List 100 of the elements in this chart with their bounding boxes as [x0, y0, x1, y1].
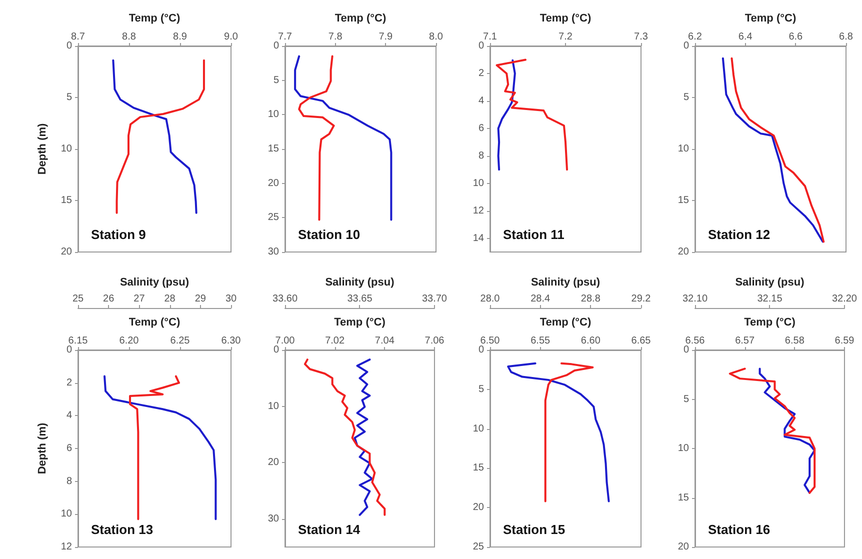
- x-tick-label: 6.20: [119, 336, 140, 346]
- y-axis-title: Depth (m): [36, 422, 48, 474]
- y-tick-label: 20: [268, 457, 280, 468]
- x-tick-label: 7.04: [374, 336, 395, 346]
- line-series: [298, 55, 335, 221]
- x2-tick-label: 32.20: [832, 294, 858, 304]
- x-tick-label: 6.50: [480, 336, 500, 346]
- text: Station 12: [708, 227, 770, 242]
- x2-axis-title: Salinity (psu): [120, 276, 190, 288]
- y-tick-label: 10: [678, 144, 690, 154]
- x-tick-label: 7.8: [328, 32, 343, 42]
- x-tick-label: 7.7: [278, 32, 292, 42]
- y-axis-title: Depth (m): [36, 123, 48, 175]
- x-tick-label: 8.0: [429, 32, 444, 42]
- y-tick-label: 12: [60, 542, 72, 552]
- x2-tick-label: 28.0: [480, 294, 500, 304]
- x2-tick-label: 29: [194, 294, 206, 304]
- x2-tick-label: 29.2: [631, 294, 652, 304]
- x-tick-label: 6.56: [685, 336, 706, 346]
- y-tick-label: 8: [478, 150, 484, 162]
- x2-axis-title: Salinity (psu): [735, 276, 805, 288]
- x-tick-label: 6.6: [788, 32, 804, 42]
- text: Station 15: [503, 522, 566, 537]
- y-tick-label: 5: [478, 384, 484, 395]
- y-tick-label: 10: [60, 144, 72, 154]
- x-tick-label: 6.60: [580, 336, 601, 346]
- text: Station 9: [91, 227, 146, 242]
- x2-axis-title: Salinity (psu): [325, 276, 395, 288]
- y-tick-label: 6: [478, 122, 484, 134]
- y-tick-label: 20: [268, 178, 280, 189]
- y-tick-label: 5: [683, 394, 690, 405]
- line-series: [104, 375, 217, 520]
- x-tick-label: 7.2: [558, 32, 573, 42]
- x-tick-label: 7.00: [275, 336, 296, 346]
- x-tick-label: 8.7: [71, 32, 86, 42]
- x2-tick-label: 32.10: [682, 294, 708, 304]
- line-series: [304, 358, 386, 516]
- y-tick-label: 25: [472, 542, 484, 552]
- y-tick-label: 5: [273, 74, 280, 86]
- x2-tick-label: 27: [134, 294, 146, 304]
- y-tick-label: 10: [268, 400, 280, 412]
- y-tick-label: 2: [478, 68, 484, 79]
- x-tick-label: 6.30: [221, 336, 242, 346]
- x-tick-label: 7.02: [325, 336, 345, 346]
- x2-tick-label: 30: [225, 294, 237, 304]
- x-tick-label: 8.8: [122, 32, 136, 42]
- y-tick-label: 12: [472, 205, 484, 216]
- text: Station 16: [708, 522, 770, 537]
- y-tick-label: 5: [683, 92, 690, 103]
- x-tick-label: 8.9: [173, 32, 188, 42]
- x-axis-title: Temp (°C): [744, 316, 796, 328]
- x2-tick-label: 28.8: [580, 294, 601, 304]
- text: Station 14: [298, 522, 361, 537]
- y-tick-label: 10: [60, 508, 72, 520]
- y-tick-label: 8: [66, 476, 72, 487]
- x-tick-label: 6.15: [68, 336, 88, 346]
- x-tick-label: 6.4: [738, 32, 753, 42]
- line-series: [129, 375, 180, 520]
- x2-tick-label: 26: [103, 294, 115, 304]
- x-tick-label: 6.65: [631, 336, 652, 346]
- x-tick-label: 7.9: [378, 32, 394, 42]
- x-tick-label: 6.57: [735, 336, 755, 346]
- y-tick-label: 10: [678, 443, 690, 454]
- text: Station 13: [91, 522, 154, 537]
- y-tick-label: 10: [268, 109, 280, 120]
- x-tick-label: 6.2: [688, 32, 702, 42]
- x2-tick-label: 33.60: [272, 294, 298, 304]
- x-axis-title: Temp (°C): [128, 316, 180, 328]
- line-series: [497, 59, 516, 171]
- y-tick-label: 15: [678, 195, 690, 206]
- x-axis-title: Temp (°C): [128, 12, 180, 24]
- y-tick-label: 0: [66, 344, 72, 356]
- y-tick-label: 30: [268, 513, 280, 524]
- x-axis-title: Temp (°C): [540, 316, 592, 328]
- y-tick-label: 20: [678, 246, 690, 258]
- y-tick-label: 4: [66, 410, 72, 422]
- y-tick-label: 0: [478, 344, 484, 356]
- x-tick-label: 6.8: [839, 32, 854, 42]
- x2-tick-label: 32.15: [757, 294, 783, 304]
- y-tick-label: 2: [66, 377, 72, 388]
- y-tick-label: 15: [268, 144, 280, 154]
- y-tick-label: 10: [472, 178, 484, 189]
- y-tick-label: 4: [478, 95, 484, 106]
- x-tick-label: 7.1: [483, 32, 498, 42]
- line-series: [544, 362, 594, 502]
- y-tick-label: 0: [683, 344, 690, 356]
- y-tick-label: 14: [472, 232, 484, 244]
- x-axis-title: Temp (°C): [334, 12, 386, 24]
- text: Station 11: [503, 227, 564, 242]
- y-tick-label: 15: [472, 462, 484, 474]
- x2-tick-label: 33.70: [422, 294, 448, 304]
- x-axis-title: Temp (°C): [334, 316, 386, 328]
- x-tick-label: 6.59: [834, 336, 855, 346]
- y-tick-label: 15: [678, 492, 690, 504]
- y-tick-label: 15: [60, 195, 72, 206]
- x-tick-label: 9.0: [224, 32, 238, 42]
- x-tick-label: 7.3: [634, 32, 648, 42]
- x-tick-label: 6.58: [784, 336, 805, 346]
- x-tick-label: 7.06: [424, 336, 445, 346]
- y-tick-label: 0: [273, 344, 280, 356]
